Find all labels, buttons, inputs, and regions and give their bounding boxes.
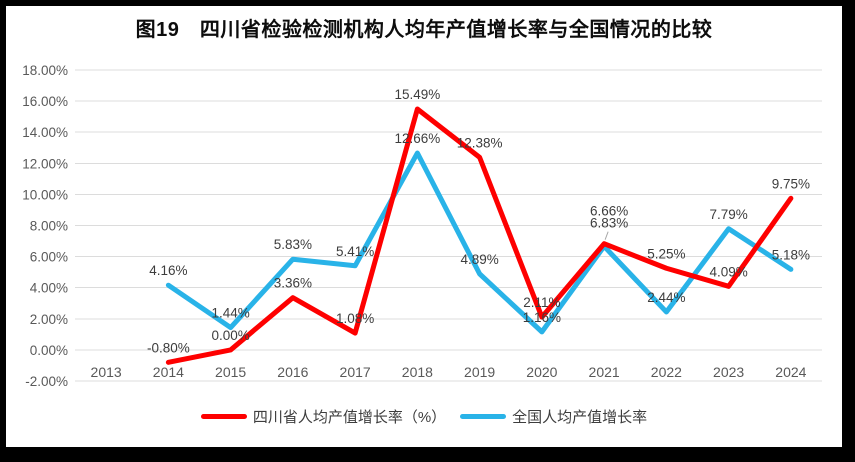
chart-legend: 四川省人均产值增长率（%） 全国人均产值增长率 xyxy=(6,406,842,427)
data-label: 4.09% xyxy=(709,264,747,279)
data-label: 3.36% xyxy=(274,276,312,291)
y-axis-tick-label: 12.00% xyxy=(22,156,68,171)
y-axis-tick-label: 16.00% xyxy=(22,94,68,109)
y-axis-tick-label: 2.00% xyxy=(30,312,68,327)
legend-marker-national-line xyxy=(460,414,507,419)
x-axis-tick-label: 2024 xyxy=(775,364,806,380)
data-label: 7.79% xyxy=(709,207,747,222)
y-axis-tick-label: 18.00% xyxy=(22,63,68,78)
series-line-sichuan xyxy=(165,106,794,365)
y-axis-tick-label: -2.00% xyxy=(25,374,68,389)
data-label: 5.41% xyxy=(336,244,374,259)
y-axis-tick-label: 14.00% xyxy=(22,125,68,140)
chart-title: 图19 四川省检验检测机构人均年产值增长率与全国情况的比较 xyxy=(135,19,713,41)
data-label: 12.38% xyxy=(457,135,503,150)
y-axis-tick-label: 6.00% xyxy=(30,250,68,265)
data-label: 5.25% xyxy=(647,246,685,261)
line-chart: 18.00% 16.00% 14.00% 12.00% 10.00% 8.00% 6.00%… xyxy=(22,63,822,389)
x-axis-tick-label: 2018 xyxy=(402,364,433,380)
legend-item-sichuan: 四川省人均产值增长率（%） xyxy=(200,406,447,427)
x-axis-tick-label: 2016 xyxy=(277,364,308,380)
data-label: 6.83% xyxy=(590,216,628,231)
y-axis-tick-label: 4.00% xyxy=(30,281,68,296)
series-line-national xyxy=(165,150,794,335)
x-axis-tick-label: 2021 xyxy=(589,364,620,380)
legend-label-sichuan: 四川省人均产值增长率（%） xyxy=(252,409,447,426)
data-label: 1.08% xyxy=(336,311,374,326)
x-axis-tick-label: 2022 xyxy=(651,364,682,380)
data-label: 15.49% xyxy=(394,87,440,102)
x-axis-tick-label: 2020 xyxy=(526,364,557,380)
legend-item-national: 全国人均产值增长率 xyxy=(460,406,647,427)
x-axis-tick-label: 2013 xyxy=(91,364,122,380)
x-axis-tick-label: 2017 xyxy=(340,364,371,380)
y-axis-tick-label: 8.00% xyxy=(30,219,68,234)
data-label: 0.00% xyxy=(211,328,249,343)
data-label: -0.80% xyxy=(147,340,190,355)
data-label: 12.66% xyxy=(394,131,440,146)
data-label: 5.18% xyxy=(772,247,810,262)
y-axis-tick-label: 10.00% xyxy=(22,187,68,202)
x-axis-tick-label: 2014 xyxy=(153,364,184,380)
data-label: 2.11% xyxy=(523,295,560,310)
data-label: 2.44% xyxy=(647,290,685,305)
data-label: 4.16% xyxy=(149,263,187,278)
data-label: 5.83% xyxy=(274,237,312,252)
legend-label-national: 全国人均产值增长率 xyxy=(512,409,648,426)
x-axis-tick-label: 2015 xyxy=(215,364,246,380)
label-leader-line xyxy=(604,231,609,240)
data-label: 6.66% xyxy=(590,203,628,218)
data-label: 1.44% xyxy=(211,306,249,321)
y-axis-tick-label: 0.00% xyxy=(30,343,68,358)
data-label: 4.89% xyxy=(460,252,498,267)
data-label: 1.16% xyxy=(523,310,561,325)
legend-marker-sichuan-line xyxy=(200,414,247,419)
x-axis-tick-label: 2019 xyxy=(464,364,495,380)
data-label: 9.75% xyxy=(772,176,810,191)
x-axis-tick-label: 2023 xyxy=(713,364,744,380)
